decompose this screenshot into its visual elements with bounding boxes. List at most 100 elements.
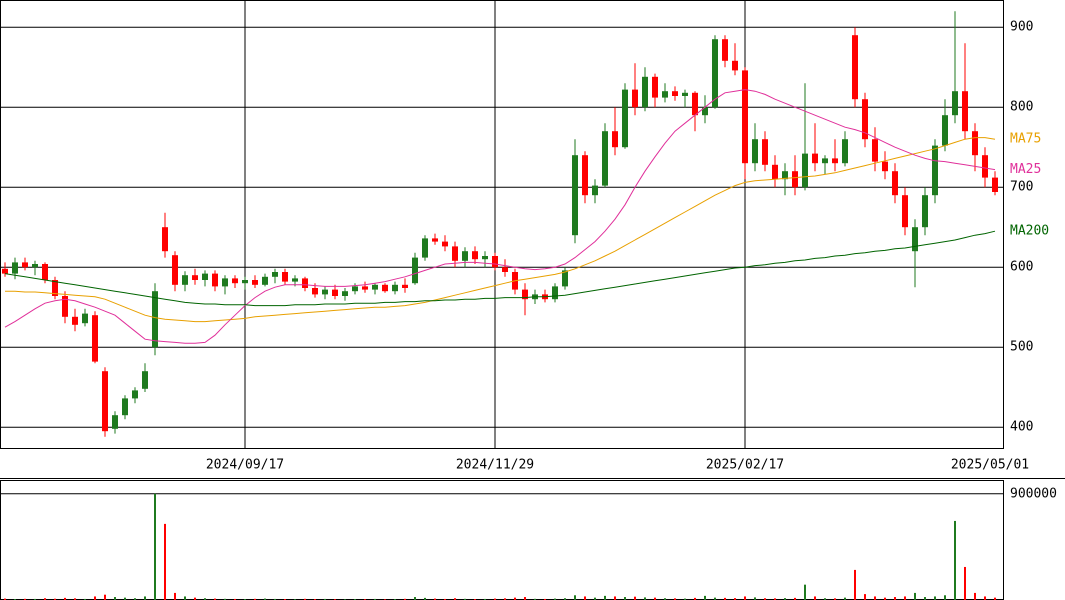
y-tick-label: 500 <box>1010 340 1033 355</box>
candle-body <box>122 398 128 416</box>
candle-body <box>472 251 478 260</box>
candle-body <box>892 171 898 196</box>
volume-bar <box>114 597 116 600</box>
volume-bar <box>484 598 486 600</box>
volume-bar <box>674 598 676 600</box>
volume-bar <box>434 598 436 600</box>
x-tick-label: 2024/09/17 <box>206 458 284 473</box>
candle-body <box>22 262 28 268</box>
moving-average-line <box>4 230 996 307</box>
candle-body <box>452 246 458 261</box>
volume-bar <box>504 598 506 600</box>
candle-body <box>182 275 188 285</box>
candle-body <box>622 89 628 148</box>
candle-body <box>82 313 88 324</box>
candle-body <box>152 291 158 348</box>
candle-body <box>292 278 298 282</box>
candle-body <box>412 257 418 284</box>
volume-bar <box>694 597 696 600</box>
volume-bar <box>324 598 326 600</box>
volume-bar <box>774 598 776 600</box>
candle-body <box>12 262 18 274</box>
volume-bar <box>874 596 876 600</box>
candle-body <box>52 280 58 296</box>
volume-bar <box>634 596 636 600</box>
volume-bar <box>444 598 446 600</box>
candle-body <box>132 390 138 399</box>
volume-bar <box>274 598 276 600</box>
volume-bar <box>144 596 146 600</box>
candle-body <box>822 158 828 164</box>
candle-body <box>672 91 678 96</box>
candle-body <box>362 286 368 290</box>
candle-body <box>702 107 708 116</box>
volume-bar <box>104 594 106 600</box>
candle-body <box>582 155 588 196</box>
volume-bar <box>134 598 136 600</box>
volume-bar <box>64 597 66 600</box>
candle-body <box>432 238 438 242</box>
volume-bar <box>94 596 96 600</box>
candle-body <box>942 115 948 146</box>
volume-bar <box>934 596 936 600</box>
volume-bar <box>84 598 86 600</box>
y-tick-label: 900 <box>1010 20 1033 35</box>
volume-bar <box>414 597 416 600</box>
volume-bar <box>704 595 706 600</box>
candle-body <box>232 278 238 284</box>
candle-body <box>282 272 288 282</box>
candle-body <box>692 92 698 116</box>
candle-body <box>812 153 818 164</box>
candle-body <box>222 278 228 287</box>
volume-bar <box>124 597 126 600</box>
candle-body <box>262 276 268 285</box>
candle-body <box>742 70 748 164</box>
volume-frame <box>0 480 1004 600</box>
candle-body <box>302 278 308 288</box>
candle-body <box>842 139 848 164</box>
candle-body <box>852 35 858 100</box>
candle-body <box>922 195 928 228</box>
volume-bar <box>564 598 566 600</box>
volume-bar <box>684 598 686 600</box>
candle-body <box>792 171 798 188</box>
volume-bar <box>44 598 46 600</box>
candle-body <box>2 268 8 274</box>
candle-body <box>422 238 428 258</box>
candle-body <box>682 92 688 96</box>
y-tick-label: 800 <box>1010 100 1033 115</box>
volume-bar <box>714 597 716 600</box>
volume-bar <box>854 569 856 600</box>
candle-body <box>322 289 328 295</box>
volume-bar <box>664 598 666 600</box>
candle-body <box>662 91 668 98</box>
candle-body <box>42 264 48 280</box>
volume-bar <box>954 520 956 600</box>
candle-body <box>862 99 868 140</box>
volume-bar <box>624 597 626 600</box>
volume-bar <box>944 595 946 600</box>
volume-bar <box>74 598 76 600</box>
candle-body <box>752 139 758 164</box>
volume-bar <box>214 598 216 600</box>
candle-body <box>652 76 658 98</box>
volume-bar <box>584 596 586 600</box>
volume-bar <box>494 598 496 600</box>
volume-bar <box>304 598 306 600</box>
y-tick-label: 700 <box>1010 180 1033 195</box>
volume-bar <box>834 598 836 600</box>
candle-body <box>162 227 168 252</box>
moving-average-line <box>5 137 996 323</box>
candle-body <box>972 131 978 156</box>
candle-body <box>102 371 108 432</box>
candle-body <box>712 39 718 108</box>
y-tick-label: 400 <box>1010 420 1033 435</box>
candle-body <box>482 256 488 260</box>
price-frame <box>0 0 1004 449</box>
candle-body <box>212 273 218 287</box>
candle-body <box>782 171 788 180</box>
volume-bar <box>724 597 726 600</box>
volume-bar <box>374 598 376 600</box>
